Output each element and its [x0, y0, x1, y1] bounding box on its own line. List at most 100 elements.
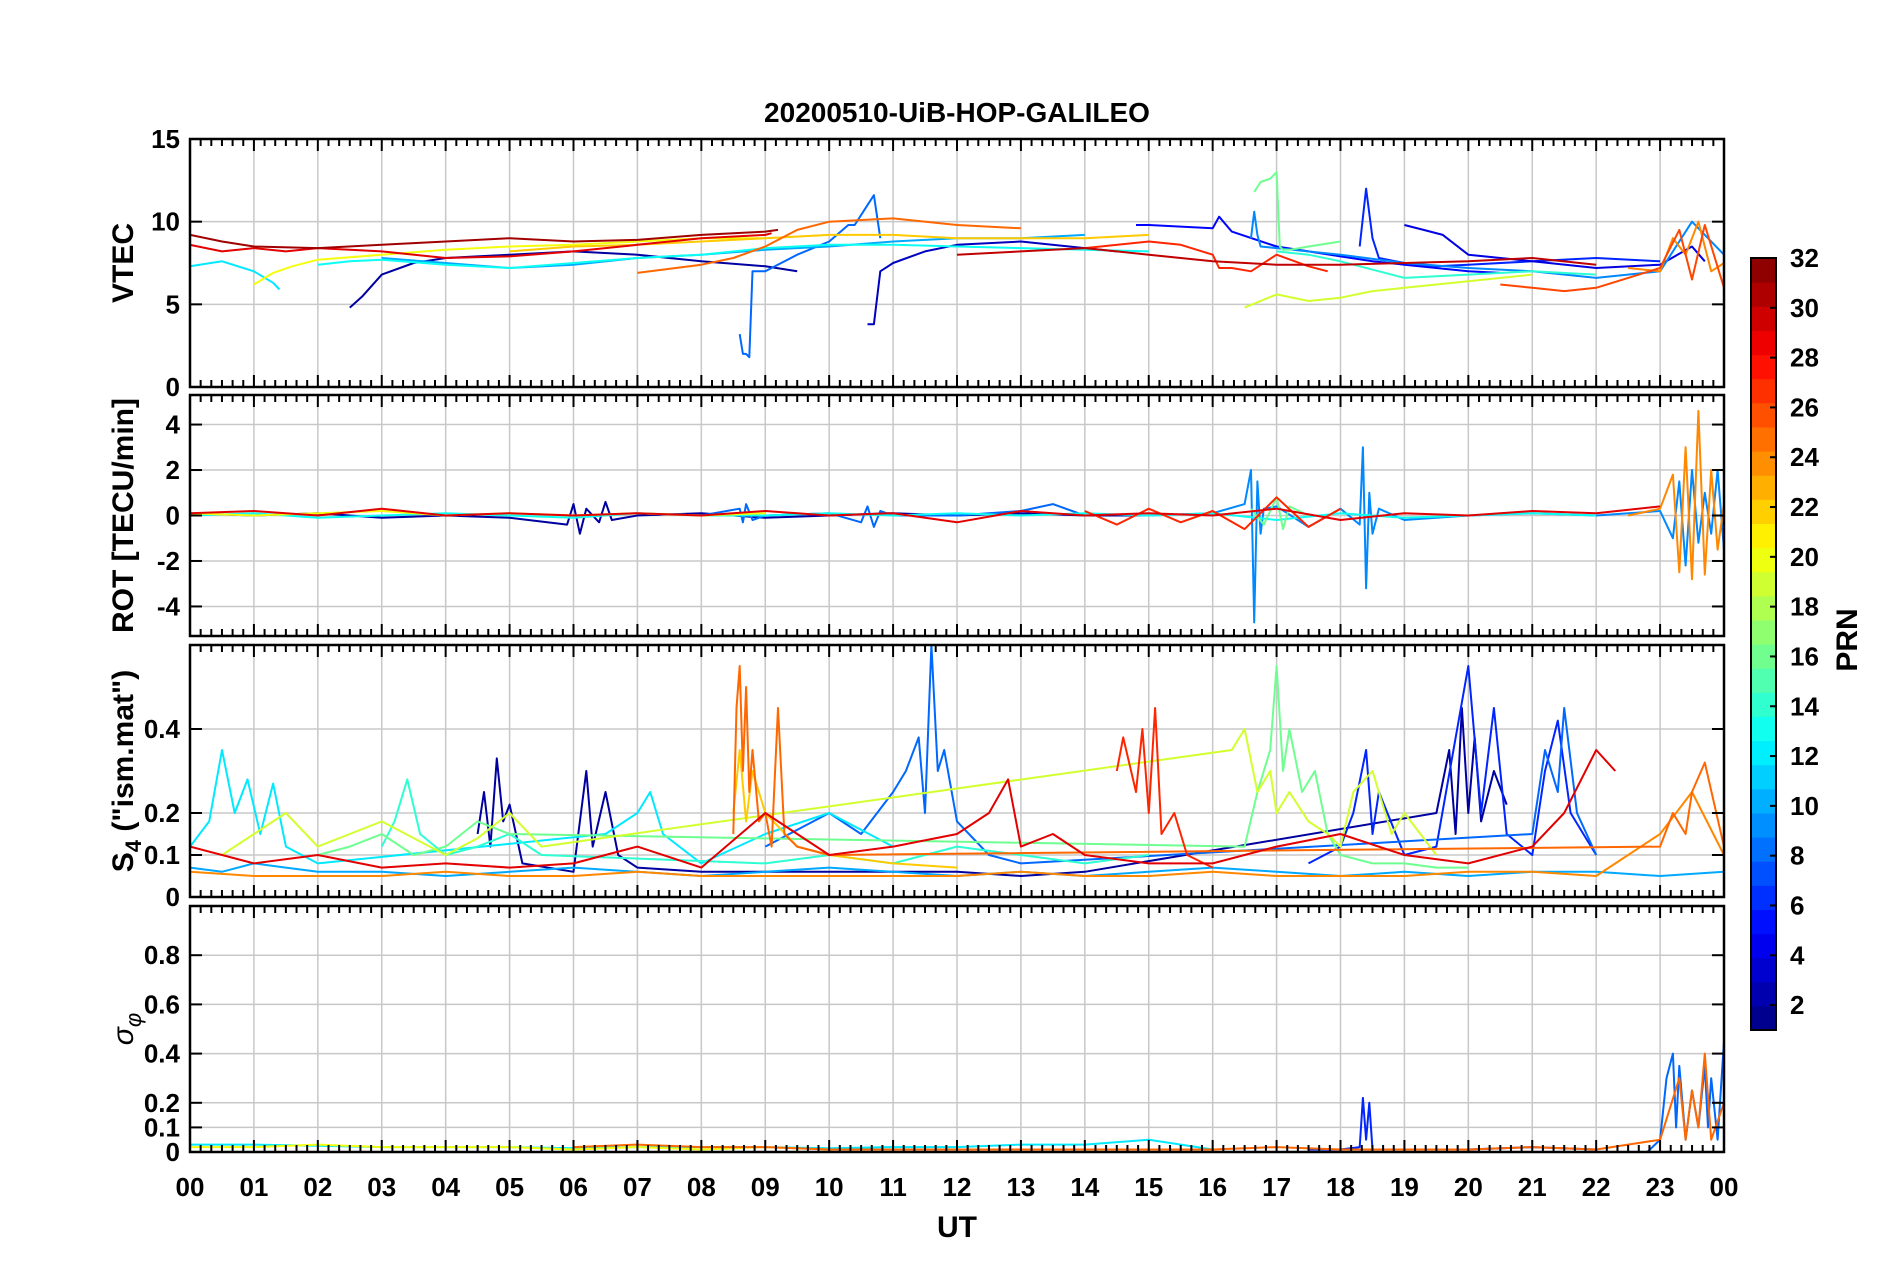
x-tick-label: 00: [1710, 1172, 1739, 1202]
s4-series-prn-2: [476, 707, 1508, 877]
colorbar-step: [1751, 957, 1776, 983]
vtec-series-prn-16: [1253, 171, 1341, 251]
colorbar-step: [1751, 861, 1776, 886]
panel-s4: 0 0.1 0.2 0.4S4 ("ism.mat"): [107, 643, 1726, 912]
colorbar-step: [1751, 499, 1776, 524]
x-tick-label: 02: [303, 1172, 332, 1202]
vtec-y-tick-label: 15: [151, 124, 180, 154]
colorbar-step: [1751, 330, 1776, 356]
x-tick-label: 17: [1262, 1172, 1291, 1202]
colorbar-step: [1751, 571, 1776, 597]
vtec-series-prn-12: [190, 260, 281, 291]
panel-sigma: 00.10.2 0.4 0.6 0.8 σφ: [107, 904, 1726, 1167]
colorbar-step: [1751, 764, 1776, 790]
x-tick-label: 10: [815, 1172, 844, 1202]
vtec-y-tick-label: 0: [166, 372, 180, 402]
colorbar-tick-label: 14: [1790, 691, 1819, 721]
colorbar-step: [1751, 306, 1776, 331]
vtec-series-prn-4: [1404, 224, 1706, 269]
x-tick-label: 00: [176, 1172, 205, 1202]
sigma-y-tick-label: 0.6: [144, 989, 180, 1019]
vtec-series-prn-14: [1276, 250, 1597, 279]
x-tick-label: 01: [239, 1172, 268, 1202]
x-tick-label: 20: [1454, 1172, 1483, 1202]
colorbar-tick-label: 18: [1790, 592, 1819, 622]
colorbar-tick-label: 20: [1790, 542, 1819, 572]
colorbar-step: [1751, 523, 1776, 549]
colorbar-step: [1751, 981, 1776, 1007]
x-tick-label: 21: [1518, 1172, 1547, 1202]
vtec-series-prn-22: [509, 233, 1149, 253]
sigma-y-tick-label: 0.1: [144, 1112, 180, 1142]
s4-series-prn-27: [1115, 707, 1214, 869]
x-tick-label: 11: [879, 1172, 907, 1202]
sigma-y-axis-label: σφ: [107, 1013, 146, 1045]
colorbar-tick-label: 16: [1790, 641, 1819, 671]
colorbar-tick-label: 32: [1790, 243, 1819, 273]
panel-rot: -4 -2 0 2 4 ROT [TECU/min]: [107, 393, 1726, 638]
colorbar-tick-label: 8: [1790, 841, 1804, 871]
chart-title: 20200510-UiB-HOP-GALILEO: [764, 97, 1150, 128]
colorbar-step: [1751, 378, 1776, 404]
rot-y-tick-label: -2: [157, 546, 180, 576]
x-tick-labels: 00 01 02 03 04 05 06 07 08 09 10 11 12 13 14 15 16 17 18 19…: [176, 1172, 1739, 1202]
colorbar-tick-label: 2: [1790, 990, 1804, 1020]
rot-series-prn-24: [1627, 409, 1724, 581]
x-tick-label: 08: [687, 1172, 716, 1202]
s4-series-prn-6: [1308, 665, 1598, 865]
rot-y-axis-label: ROT [TECU/min]: [107, 398, 140, 633]
x-tick-label: 19: [1390, 1172, 1419, 1202]
colorbar-step: [1751, 426, 1776, 452]
s4-y-axis-label: S4 ("ism.mat"): [107, 670, 146, 872]
x-tick-label: 07: [623, 1172, 652, 1202]
x-tick-label: 13: [1006, 1172, 1035, 1202]
vtec-series-prn-30: [956, 247, 1597, 266]
vtec-series-prn-13: [317, 243, 1149, 269]
colorbar-tick-label: 28: [1790, 343, 1819, 373]
rot-series-prn-29: [190, 505, 1661, 524]
s4-series-prn-8: [764, 645, 1598, 865]
colorbar-tick-label: 6: [1790, 890, 1804, 920]
x-tick-label: 12: [943, 1172, 972, 1202]
colorbar-step: [1751, 668, 1776, 693]
vtec-series-prn-8: [738, 194, 882, 359]
colorbar-step: [1751, 354, 1776, 380]
vtec-series-prn-31: [190, 228, 779, 250]
colorbar-tick-label: 30: [1790, 293, 1819, 323]
s4-y-tick-label: 0.1: [144, 840, 180, 870]
colorbar-tick-label: 26: [1790, 392, 1819, 422]
s4-series-prn-16: [317, 665, 1469, 869]
colorbar-step: [1751, 812, 1776, 838]
vtec-series-prn-3: [867, 240, 1117, 326]
colorbar-tick-label: 4: [1790, 940, 1805, 970]
vtec-y-axis-label: VTEC: [107, 223, 140, 303]
x-tick-label: 06: [559, 1172, 588, 1202]
rot-series-prn-27: [1084, 496, 1341, 531]
colorbar-step: [1751, 595, 1776, 621]
vtec-frame: [188, 137, 1726, 389]
vtec-series-prn-29: [190, 232, 772, 259]
colorbar-step: [1751, 933, 1776, 959]
s4-y-tick-label: 0: [166, 882, 180, 912]
vtec-series-prn-20: [253, 237, 766, 286]
s4-series-prn-29: [190, 749, 1617, 869]
sigma-y-tick-label: 0.2: [144, 1088, 180, 1118]
colorbar-step: [1751, 788, 1776, 814]
vtec-series-prn-2: [349, 250, 798, 309]
s4-frame: [188, 643, 1726, 899]
rot-y-tick-label: 2: [166, 455, 180, 485]
s4-y-tick-label: 0.4: [144, 714, 181, 744]
colorbar-tick-label: 24: [1790, 442, 1819, 472]
vtec-series-group: [190, 171, 1724, 359]
x-tick-label: 15: [1134, 1172, 1163, 1202]
colorbar-step: [1751, 909, 1776, 935]
rot-series-group: [190, 409, 1724, 624]
x-tick-label: 05: [495, 1172, 524, 1202]
x-tick-label: 16: [1198, 1172, 1227, 1202]
vtec-series-prn-25: [637, 217, 1021, 274]
colorbar-tick-label: 22: [1790, 492, 1819, 522]
colorbar-step: [1751, 837, 1776, 862]
rot-y-tick-label: 0: [166, 501, 180, 531]
